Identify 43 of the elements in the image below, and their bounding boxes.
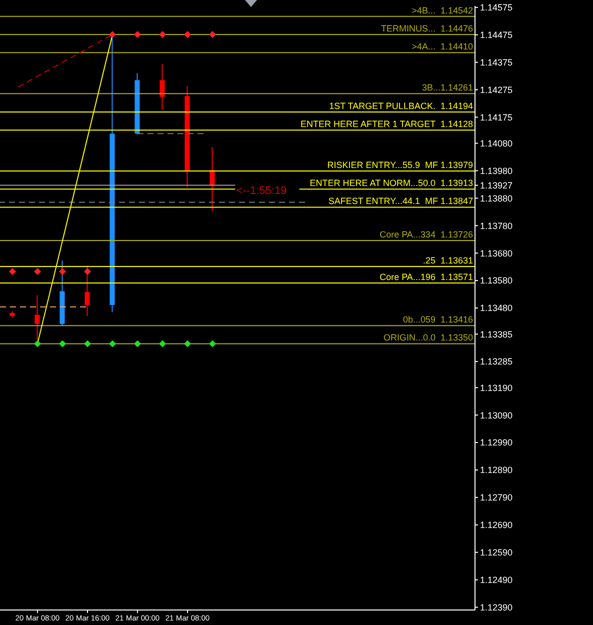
y-tick-label: 1.14175	[480, 112, 513, 122]
y-tick-label: 1.13927	[480, 180, 513, 190]
y-tick-label: 1.12590	[480, 548, 513, 558]
y-tick-label: 1.14080	[480, 138, 513, 148]
y-tick-label: 1.14375	[480, 57, 513, 68]
ref-line-label: 0b...059 1.13416	[402, 314, 473, 325]
y-tick-label: 1.13580	[480, 276, 513, 286]
y-tick-label: 1.13385	[480, 329, 513, 340]
candlestick	[210, 146, 215, 212]
y-tick-label: 1.14575	[480, 2, 513, 13]
y-tick-label: 1.14275	[480, 84, 513, 95]
y-tick-label: 1.13980	[480, 166, 513, 176]
y-tick-label: 1.13780	[480, 220, 513, 231]
ref-line-label: RISKIER ENTRY...55.9 MF 1.13979	[327, 160, 473, 170]
y-tick-label: 1.13190	[480, 382, 513, 393]
y-tick-label: 1.12490	[480, 574, 513, 585]
y-tick-label: 1.12990	[480, 438, 513, 448]
ref-line-label: SAFEST ENTRY...44.1 MF 1.13847	[328, 196, 473, 206]
ref-line-label: 1ST TARGET PULLBACK. 1.14194	[329, 100, 473, 111]
y-tick-label: 1.13480	[480, 303, 513, 314]
ref-line-label: ENTER HERE AFTER 1 TARGET 1.14128	[300, 119, 473, 130]
y-tick-label: 1.13090	[480, 410, 513, 420]
candlestick	[160, 64, 165, 110]
ref-line-label: 3B...1.14261	[422, 82, 473, 93]
ref-line-label: Core PA...334 1.13726	[380, 229, 473, 240]
y-tick-label: 1.13285	[480, 356, 513, 367]
ref-line-label: TERMINUS... 1.14476	[380, 24, 473, 34]
y-tick-label: 1.13680	[480, 248, 513, 258]
y-tick-label: 1.12690	[480, 520, 513, 530]
ref-line-label: ENTER HERE AT NORM...50.0 1.13913	[310, 178, 473, 188]
ref-line-label: Core PA...196 1.13571	[380, 272, 473, 282]
candlestick	[84, 264, 90, 316]
ref-line-label: >4A... 1.14410	[412, 42, 473, 52]
y-tick-label: 1.13880	[480, 193, 513, 204]
y-tick-label: 1.12390	[480, 602, 513, 612]
ref-line-label: ORIGIN...0.0 1.13350	[383, 332, 473, 343]
y-tick-label: 1.14475	[480, 30, 513, 40]
y-tick-label: 1.12790	[480, 492, 513, 503]
ref-line-label: >4B... 1.14542	[412, 5, 473, 16]
y-tick-label: 1.12890	[480, 465, 513, 476]
ref-line-label: .25 1.13631	[422, 256, 473, 266]
candlestick	[34, 294, 40, 340]
annotation: <--1:55:19	[236, 184, 287, 197]
